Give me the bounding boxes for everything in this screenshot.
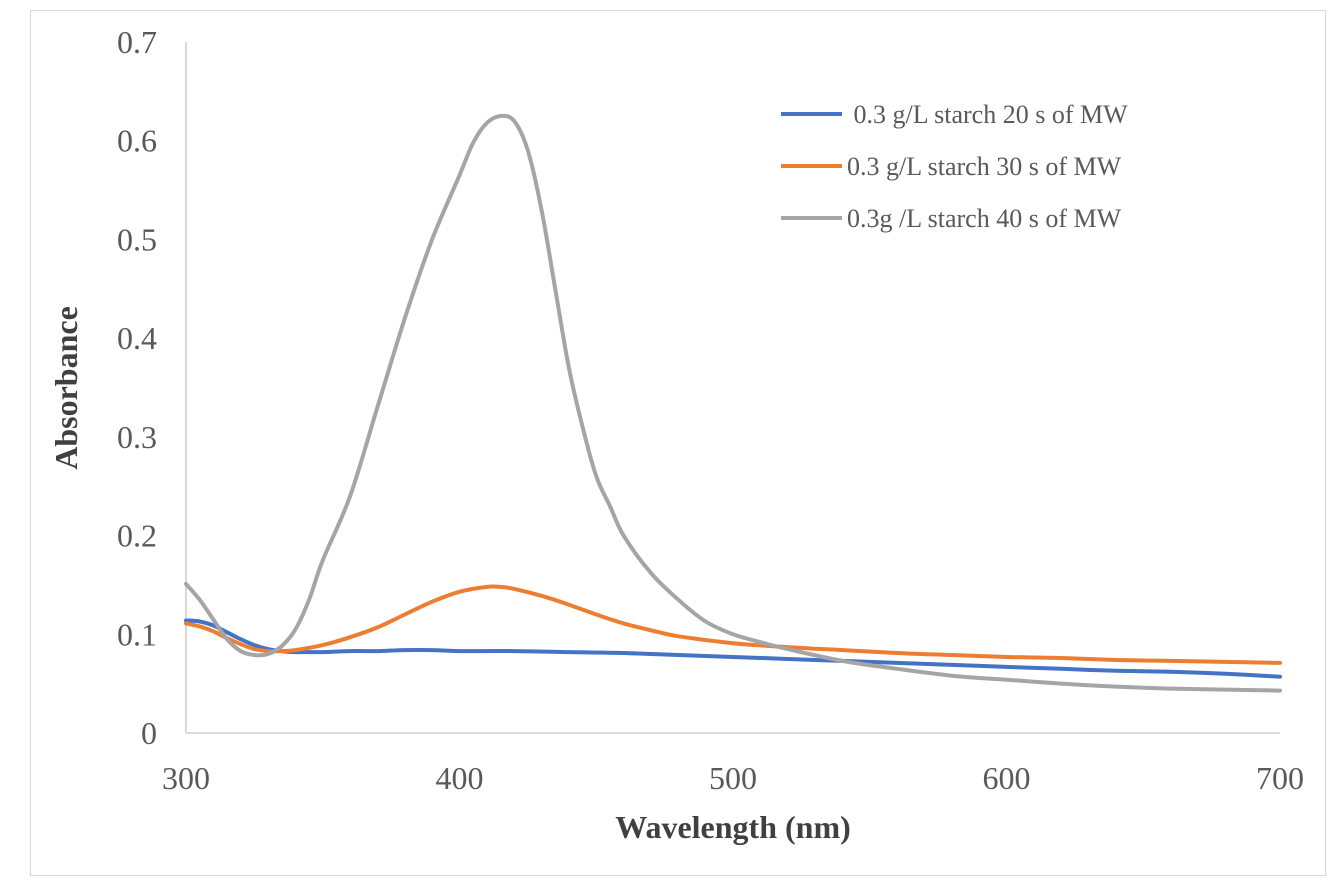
y-tick-label: 0.2 bbox=[117, 518, 157, 554]
y-tick-label: 0.3 bbox=[117, 419, 157, 455]
y-tick-labels: 0 0.1 0.2 0.3 0.4 0.5 0.6 0.7 bbox=[117, 24, 157, 751]
legend-label-2: 0.3 g/L starch 30 s of MW bbox=[847, 152, 1122, 181]
series-layer bbox=[184, 113, 1282, 693]
y-tick-label: 0 bbox=[141, 715, 157, 751]
series-line-3 bbox=[184, 113, 1282, 693]
x-tick-label: 400 bbox=[436, 760, 484, 796]
axes bbox=[185, 42, 1280, 734]
x-axis-title: Wavelength (nm) bbox=[615, 809, 851, 845]
x-tick-label: 700 bbox=[1256, 760, 1304, 796]
legend-label-3: 0.3g /L starch 40 s of MW bbox=[847, 204, 1122, 233]
series-line-1 bbox=[184, 618, 1282, 679]
x-tick-label: 300 bbox=[162, 760, 210, 796]
y-tick-label: 0.7 bbox=[117, 24, 157, 60]
y-tick-label: 0.6 bbox=[117, 123, 157, 159]
legend: 0.3 g/L starch 20 s of MW 0.3 g/L starch … bbox=[781, 100, 1128, 233]
legend-label-1: 0.3 g/L starch 20 s of MW bbox=[847, 100, 1128, 129]
y-tick-label: 0.1 bbox=[117, 616, 157, 652]
series-line-2 bbox=[184, 584, 1282, 665]
x-tick-labels: 300 400 500 600 700 bbox=[162, 760, 1304, 796]
y-tick-label: 0.4 bbox=[117, 320, 157, 356]
x-tick-label: 500 bbox=[709, 760, 757, 796]
y-tick-label: 0.5 bbox=[117, 221, 157, 257]
y-axis-title: Absorbance bbox=[48, 306, 84, 470]
chart-frame bbox=[30, 10, 1326, 876]
x-tick-label: 600 bbox=[983, 760, 1031, 796]
